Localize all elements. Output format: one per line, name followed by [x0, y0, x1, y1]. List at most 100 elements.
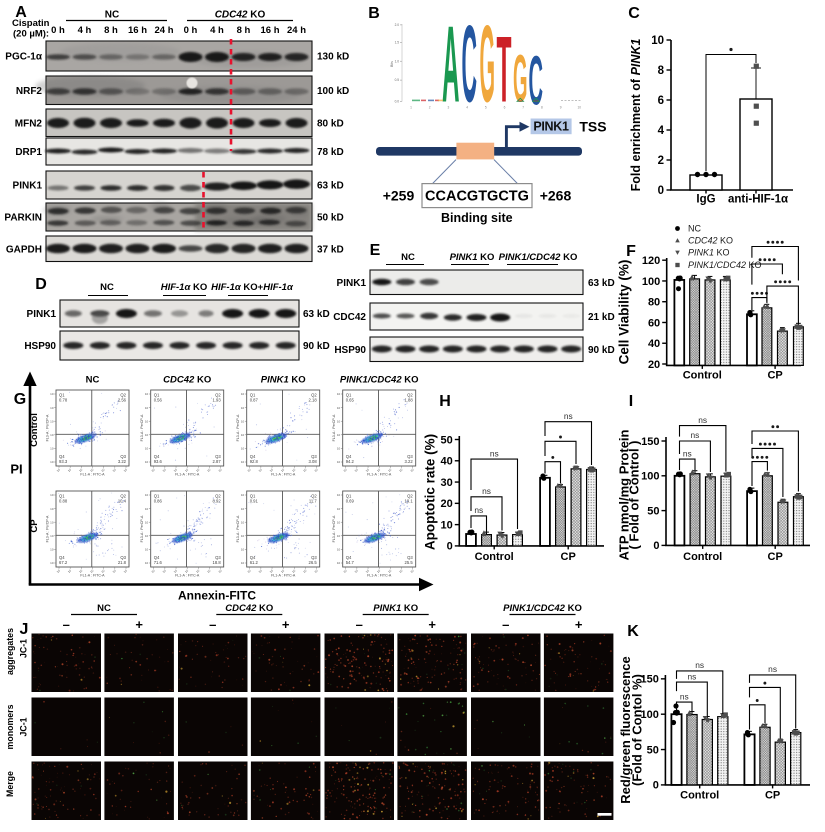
svg-text:ns: ns	[680, 691, 689, 701]
svg-text:10: 10	[50, 520, 54, 524]
svg-text:FL1-A : FITC-A: FL1-A : FITC-A	[80, 473, 105, 477]
svg-text:PINK1: PINK1	[27, 309, 57, 320]
svg-text:10: 10	[241, 507, 245, 511]
svg-text:G: G	[14, 391, 26, 408]
svg-text:10: 10	[67, 467, 72, 472]
svg-text:Q3: Q3	[311, 555, 317, 560]
svg-text:monomers: monomers	[5, 704, 15, 749]
svg-text:NC: NC	[97, 603, 111, 614]
svg-text:CDC42 KO: CDC42 KO	[688, 236, 733, 246]
svg-text:10: 10	[100, 467, 105, 472]
svg-text:10: 10	[241, 433, 245, 437]
svg-text:4: 4	[466, 106, 468, 110]
svg-text:10: 10	[145, 507, 149, 511]
svg-text:H: H	[439, 393, 451, 410]
svg-text:24 h: 24 h	[154, 25, 173, 36]
svg-text:DRP1: DRP1	[15, 147, 42, 158]
svg-text:C: C	[462, 2, 478, 126]
svg-text:–: –	[63, 617, 70, 632]
svg-text:0.0: 0.0	[395, 100, 400, 104]
svg-text:10: 10	[206, 467, 211, 472]
svg-text:1.93: 1.93	[213, 398, 222, 403]
svg-text:2.0: 2.0	[395, 23, 400, 27]
svg-text:HSP90: HSP90	[334, 345, 366, 356]
svg-text:10: 10	[150, 467, 155, 472]
svg-text:Q4: Q4	[154, 454, 160, 459]
svg-text:IgG: IgG	[696, 194, 715, 206]
svg-text:10: 10	[173, 467, 178, 472]
svg-text:+259: +259	[383, 188, 415, 204]
svg-text:4: 4	[658, 125, 665, 137]
svg-text:10: 10	[67, 568, 72, 573]
svg-text:J: J	[20, 621, 29, 638]
svg-text:10: 10	[241, 392, 245, 396]
svg-text:40: 40	[648, 338, 660, 350]
svg-text:50: 50	[441, 434, 453, 446]
svg-text:0.65: 0.65	[346, 398, 355, 403]
svg-text:10: 10	[337, 447, 341, 451]
svg-text:10: 10	[89, 467, 94, 472]
svg-text:Q1: Q1	[59, 494, 65, 499]
svg-text:30: 30	[441, 477, 453, 489]
svg-text:CP: CP	[767, 370, 782, 382]
svg-text:10: 10	[337, 493, 341, 497]
svg-text:10: 10	[280, 568, 285, 573]
svg-text:Q1: Q1	[346, 494, 352, 499]
svg-text:Q2: Q2	[407, 494, 413, 499]
svg-text:10: 10	[398, 568, 403, 573]
svg-text:60: 60	[648, 317, 660, 329]
svg-text:8 h: 8 h	[237, 25, 251, 36]
svg-text:10: 10	[56, 467, 61, 472]
svg-text:Q1: Q1	[154, 393, 160, 398]
svg-text:10: 10	[337, 392, 341, 396]
svg-text:10: 10	[50, 493, 54, 497]
svg-text:10: 10	[162, 467, 167, 472]
svg-text:10: 10	[302, 568, 307, 573]
svg-text:1.88: 1.88	[405, 398, 414, 403]
svg-text:10: 10	[280, 467, 285, 472]
svg-text:10: 10	[184, 467, 189, 472]
svg-text:10: 10	[145, 548, 149, 552]
svg-text:10: 10	[50, 460, 54, 464]
svg-text:10: 10	[342, 568, 347, 573]
svg-text:0: 0	[658, 185, 664, 197]
svg-text:PINK1 KO: PINK1 KO	[373, 603, 418, 614]
svg-text:FL1-A : FITC-A: FL1-A : FITC-A	[80, 574, 105, 578]
svg-text:78 kD: 78 kD	[317, 147, 344, 158]
svg-text:10: 10	[409, 568, 414, 573]
svg-text:(Fold of Contol %): (Fold of Contol %)	[629, 674, 644, 786]
svg-text:8.92: 8.92	[213, 499, 222, 504]
svg-text:Q4: Q4	[346, 454, 352, 459]
svg-text:Q2: Q2	[120, 494, 126, 499]
svg-text:4 h: 4 h	[78, 25, 92, 36]
svg-text:10: 10	[50, 447, 54, 451]
svg-text:10: 10	[145, 534, 149, 538]
svg-text:10: 10	[112, 568, 117, 573]
svg-text:PINK1 KO: PINK1 KO	[261, 375, 306, 386]
svg-text:2.56: 2.56	[118, 398, 127, 403]
svg-text:7: 7	[522, 106, 524, 110]
svg-text:0: 0	[447, 541, 453, 553]
svg-text:Q3: Q3	[215, 454, 221, 459]
svg-text:Control: Control	[29, 413, 40, 447]
svg-text:150: 150	[641, 674, 659, 686]
svg-text:Q4: Q4	[250, 555, 256, 560]
svg-text:CP: CP	[768, 551, 783, 563]
svg-text:3: 3	[448, 106, 450, 110]
svg-text:0.87: 0.87	[250, 398, 259, 403]
svg-text:10: 10	[50, 406, 54, 410]
svg-text:10: 10	[246, 568, 251, 573]
svg-text:10: 10	[337, 561, 341, 565]
svg-text:FL1-A : FITC-A: FL1-A : FITC-A	[175, 574, 200, 578]
svg-text:63 kD: 63 kD	[588, 278, 615, 289]
svg-text:37 kD: 37 kD	[317, 244, 344, 255]
svg-text:PINK1/CDC42 KO: PINK1/CDC42 KO	[499, 252, 578, 263]
svg-text:NC: NC	[86, 375, 100, 386]
svg-text:FL3-A : PerCP-A: FL3-A : PerCP-A	[140, 515, 144, 542]
svg-text:CP: CP	[29, 519, 40, 533]
svg-text:Bits: Bits	[390, 61, 394, 67]
svg-text:100: 100	[641, 471, 659, 483]
svg-text:Q3: Q3	[407, 555, 413, 560]
svg-text:10: 10	[241, 561, 245, 565]
svg-text:9: 9	[560, 106, 562, 110]
